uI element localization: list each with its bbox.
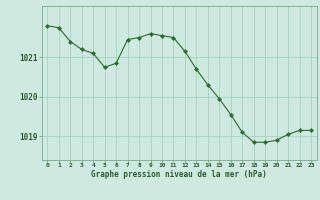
X-axis label: Graphe pression niveau de la mer (hPa): Graphe pression niveau de la mer (hPa) bbox=[91, 170, 267, 179]
